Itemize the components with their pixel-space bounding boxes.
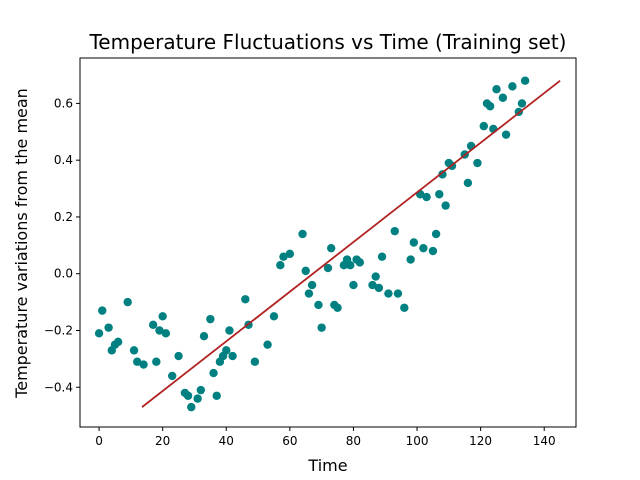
data-point (196, 385, 206, 395)
data-point (301, 266, 310, 276)
data-point (435, 190, 444, 199)
data-point (323, 263, 333, 273)
data-point (409, 238, 419, 247)
data-points (94, 76, 530, 412)
data-point (161, 329, 171, 338)
data-point (333, 303, 342, 312)
data-point (384, 289, 393, 298)
data-point (355, 258, 364, 267)
data-point (390, 226, 399, 236)
x-tick-label: 80 (346, 434, 361, 448)
data-point (98, 306, 107, 315)
data-point (422, 192, 431, 202)
data-point (314, 300, 323, 310)
data-point (168, 371, 177, 381)
data-point (94, 329, 104, 338)
data-point (152, 357, 161, 366)
y-tick-label: 0.2 (54, 210, 73, 224)
data-point (492, 85, 501, 94)
data-point (371, 272, 380, 281)
data-point (187, 402, 196, 412)
data-point (498, 93, 508, 102)
data-point (419, 243, 428, 253)
regression-line (141, 80, 561, 408)
data-point (517, 99, 527, 108)
data-point (441, 201, 450, 210)
data-point (263, 340, 272, 349)
x-tick-label: 60 (282, 434, 297, 448)
data-point (104, 323, 113, 332)
data-point (174, 351, 183, 361)
data-point (393, 289, 403, 298)
y-axis-ticks: −0.4 −0.2 0.0 0.2 0.4 0.6 (44, 96, 80, 394)
data-point (501, 130, 511, 139)
data-point (199, 331, 209, 341)
x-tick-label: 40 (219, 434, 234, 448)
data-point (113, 337, 123, 347)
regression-line-group (141, 80, 561, 408)
data-point (349, 280, 358, 290)
data-point (228, 351, 237, 361)
y-tick-label: −0.2 (44, 323, 73, 337)
data-point (374, 283, 384, 293)
data-point (206, 314, 215, 324)
data-point (317, 323, 326, 332)
data-point (279, 252, 288, 261)
data-point (479, 121, 488, 131)
y-axis-label: Temperature variations from the mean (12, 88, 31, 399)
x-tick-label: 20 (155, 434, 170, 448)
data-point (520, 76, 530, 85)
x-axis-ticks: 0 20 40 60 80 100 120 140 (95, 427, 556, 448)
data-point (133, 357, 142, 366)
data-point (129, 346, 139, 355)
plot-area (80, 58, 576, 427)
data-point (269, 312, 279, 321)
data-point (485, 102, 495, 111)
data-point (473, 158, 482, 168)
x-tick-label: 100 (406, 434, 429, 448)
y-tick-label: 0.0 (54, 267, 73, 281)
x-tick-label: 120 (469, 434, 492, 448)
data-point (377, 252, 387, 261)
data-point (148, 320, 158, 330)
data-point (193, 394, 202, 403)
data-point (209, 368, 218, 378)
data-point (139, 360, 148, 369)
data-point (276, 261, 285, 270)
data-point (183, 391, 193, 400)
data-point (158, 312, 167, 321)
chart-title: Temperature Fluctuations vs Time (Traini… (88, 30, 566, 54)
data-point (241, 295, 250, 304)
data-point (123, 297, 132, 307)
data-point (508, 82, 517, 91)
data-point (304, 289, 314, 298)
data-point (298, 229, 307, 239)
data-point (368, 280, 377, 290)
x-tick-label: 0 (95, 434, 103, 448)
data-point (438, 170, 447, 179)
y-tick-label: 0.4 (54, 153, 73, 167)
data-point (326, 243, 336, 253)
data-point (431, 229, 441, 239)
data-point (250, 357, 260, 366)
x-tick-label: 140 (533, 434, 556, 448)
y-tick-label: −0.4 (44, 380, 73, 394)
data-point (406, 255, 415, 264)
x-axis-label: Time (307, 456, 347, 475)
data-point (285, 249, 295, 259)
data-point (222, 346, 231, 355)
data-point (307, 280, 317, 290)
data-point (428, 246, 438, 256)
axes-frame (79, 57, 577, 428)
data-point (463, 178, 473, 188)
data-point (225, 326, 234, 335)
y-tick-label: 0.6 (54, 96, 73, 110)
data-point (155, 326, 164, 335)
data-point (346, 261, 355, 270)
data-point (212, 391, 221, 400)
data-point (400, 303, 409, 312)
